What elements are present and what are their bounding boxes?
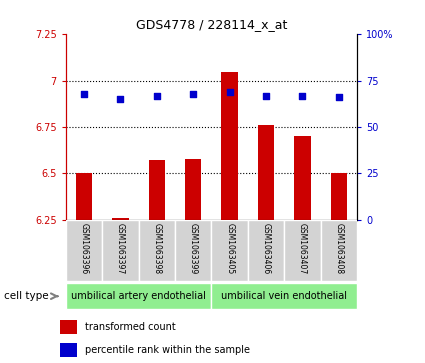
Text: umbilical artery endothelial: umbilical artery endothelial: [71, 291, 206, 301]
Text: GSM1063396: GSM1063396: [79, 223, 88, 274]
Bar: [221, 72, 238, 220]
Point: [81, 91, 88, 97]
Text: transformed count: transformed count: [85, 322, 176, 332]
Point: [263, 93, 269, 98]
Bar: [185, 159, 201, 220]
Title: GDS4778 / 228114_x_at: GDS4778 / 228114_x_at: [136, 17, 287, 30]
Bar: [76, 174, 92, 220]
Bar: [175, 220, 211, 281]
Bar: [66, 284, 211, 309]
Bar: [294, 136, 311, 220]
Point: [153, 93, 160, 98]
Bar: [284, 220, 320, 281]
Point: [335, 94, 342, 100]
Bar: [212, 220, 248, 281]
Text: GSM1063405: GSM1063405: [225, 223, 234, 274]
Bar: [212, 284, 357, 309]
Text: GSM1063397: GSM1063397: [116, 223, 125, 274]
Bar: [149, 160, 165, 220]
Bar: [112, 218, 129, 220]
Point: [190, 91, 197, 97]
Text: umbilical vein endothelial: umbilical vein endothelial: [221, 291, 347, 301]
Text: GSM1063398: GSM1063398: [152, 223, 162, 274]
Bar: [102, 220, 139, 281]
Bar: [248, 220, 284, 281]
Point: [299, 93, 306, 98]
Text: cell type: cell type: [4, 291, 49, 301]
Bar: [320, 220, 357, 281]
Point: [117, 96, 124, 102]
Bar: [331, 174, 347, 220]
Bar: [66, 220, 102, 281]
Text: GSM1063408: GSM1063408: [334, 223, 343, 274]
Bar: [258, 125, 274, 220]
Text: percentile rank within the sample: percentile rank within the sample: [85, 345, 250, 355]
Bar: [60, 320, 76, 334]
Text: GSM1063406: GSM1063406: [261, 223, 271, 274]
Point: [226, 89, 233, 95]
Bar: [139, 220, 175, 281]
Text: GSM1063407: GSM1063407: [298, 223, 307, 274]
Text: GSM1063399: GSM1063399: [189, 223, 198, 274]
Bar: [60, 343, 76, 357]
